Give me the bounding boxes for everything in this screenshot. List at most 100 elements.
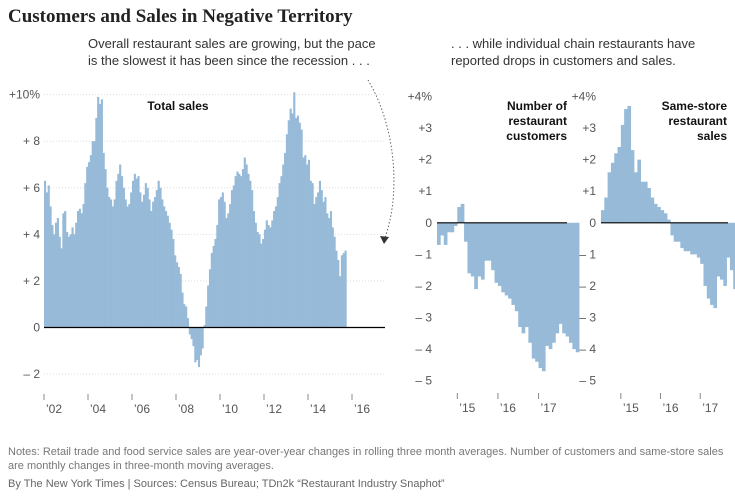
bar bbox=[733, 222, 735, 290]
bar bbox=[460, 203, 465, 223]
bar bbox=[208, 269, 212, 328]
bar bbox=[538, 222, 543, 369]
bar bbox=[247, 173, 250, 328]
bar bbox=[150, 211, 153, 328]
y-tick-label: – 3 bbox=[579, 311, 596, 325]
bar bbox=[344, 250, 347, 328]
panel-label: Same-store bbox=[662, 99, 728, 113]
y-tick-label: + 2 bbox=[23, 274, 40, 288]
bar bbox=[148, 199, 151, 328]
byline: By The New York Times | Sources: Census … bbox=[8, 478, 445, 490]
bar bbox=[117, 173, 120, 328]
bar bbox=[179, 273, 182, 328]
bar bbox=[238, 173, 241, 328]
bar bbox=[124, 199, 127, 328]
bar bbox=[487, 222, 492, 261]
y-tick-label: – 4 bbox=[579, 342, 596, 356]
bar bbox=[477, 222, 482, 277]
bar bbox=[562, 222, 566, 334]
bar bbox=[263, 229, 267, 328]
bar bbox=[555, 222, 560, 334]
y-tick-label: +2 bbox=[582, 153, 596, 167]
bar bbox=[51, 225, 54, 328]
bar bbox=[604, 197, 608, 223]
bar bbox=[610, 162, 615, 223]
bar bbox=[670, 222, 675, 236]
bar bbox=[329, 211, 333, 328]
bar bbox=[139, 192, 142, 328]
panel-label: Number of bbox=[507, 99, 568, 113]
bar bbox=[457, 207, 461, 223]
bar bbox=[203, 325, 206, 328]
bar bbox=[296, 115, 300, 328]
bar bbox=[624, 109, 628, 223]
bar bbox=[673, 222, 678, 242]
bar bbox=[614, 153, 618, 223]
bar bbox=[251, 190, 254, 328]
bar bbox=[236, 171, 239, 328]
bar bbox=[245, 164, 248, 328]
bar bbox=[142, 194, 146, 328]
y-tick-label: + 6 bbox=[23, 181, 40, 195]
bar bbox=[196, 327, 199, 361]
intro-right: . . . while individual chain restaurants… bbox=[451, 36, 696, 68]
bar bbox=[720, 222, 724, 280]
bar bbox=[328, 218, 331, 328]
bar bbox=[62, 213, 65, 328]
bar bbox=[89, 155, 92, 328]
bar bbox=[340, 255, 344, 328]
bar bbox=[508, 222, 512, 299]
bar bbox=[175, 262, 179, 328]
bar bbox=[256, 232, 259, 328]
bar bbox=[464, 222, 468, 242]
x-tick-label: ’17 bbox=[541, 401, 557, 415]
x-tick-label: ’04 bbox=[90, 402, 106, 416]
y-tick-label: – 5 bbox=[579, 374, 596, 388]
bar bbox=[221, 192, 224, 328]
bar bbox=[474, 222, 478, 290]
y-tick-label: – 2 bbox=[23, 367, 40, 381]
bar bbox=[318, 180, 322, 328]
bar bbox=[491, 222, 495, 271]
panel-label: sales bbox=[697, 129, 727, 143]
bar bbox=[331, 227, 334, 328]
bar bbox=[174, 255, 177, 328]
bar bbox=[58, 236, 61, 328]
bar bbox=[440, 222, 445, 236]
bar bbox=[197, 327, 201, 368]
bar bbox=[696, 222, 701, 258]
bar bbox=[78, 208, 81, 328]
bar bbox=[568, 222, 573, 343]
bar bbox=[309, 180, 312, 328]
bar bbox=[141, 201, 144, 328]
bar bbox=[453, 222, 458, 226]
bar bbox=[700, 222, 704, 264]
bar bbox=[265, 220, 268, 328]
intro-left: Overall restaurant sales are growing, bu… bbox=[88, 36, 376, 68]
bar bbox=[186, 318, 190, 328]
bar bbox=[650, 197, 655, 223]
bar bbox=[60, 248, 63, 328]
bar bbox=[214, 239, 217, 328]
bar bbox=[240, 176, 243, 328]
bar bbox=[262, 239, 265, 328]
bar bbox=[601, 210, 605, 223]
bar bbox=[447, 222, 451, 233]
bar bbox=[157, 180, 160, 328]
y-tick-label: – 5 bbox=[415, 374, 432, 388]
bar bbox=[726, 222, 731, 258]
bar bbox=[437, 222, 441, 245]
bar bbox=[315, 197, 318, 328]
bar bbox=[311, 183, 314, 328]
bar bbox=[106, 187, 109, 328]
x-tick-label: ’17 bbox=[702, 401, 718, 415]
bar bbox=[177, 266, 180, 328]
bar bbox=[249, 180, 252, 328]
bar bbox=[98, 103, 102, 328]
annotation-arrow bbox=[367, 79, 395, 241]
bar bbox=[234, 176, 237, 328]
x-tick-label: ’14 bbox=[310, 402, 326, 416]
x-tick-label: ’10 bbox=[222, 402, 238, 416]
bar bbox=[558, 222, 563, 324]
bar bbox=[155, 190, 158, 328]
